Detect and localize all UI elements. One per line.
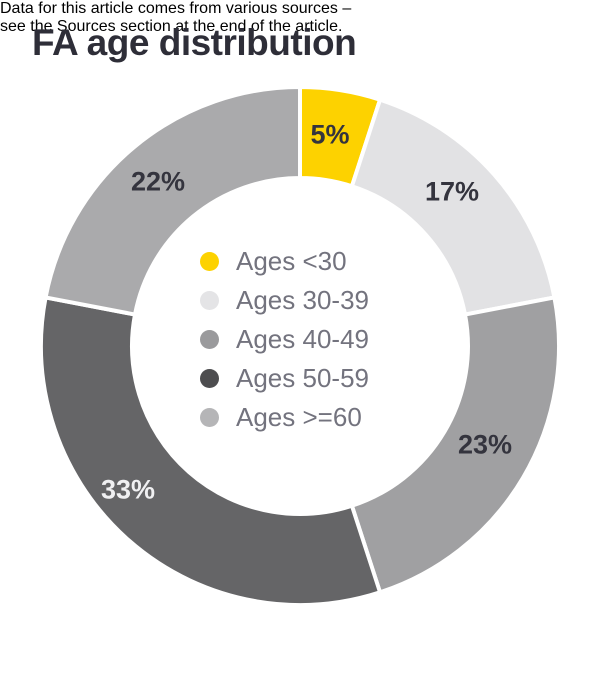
donut-chart: Ages <30 Ages 30-39 Ages 40-49 Ages 50-5… [39,85,561,607]
legend-label: Ages 30-39 [236,285,369,315]
donut-ring [39,85,561,607]
legend-label: Ages 40-49 [236,324,369,354]
footer-line-2: see the Sources section at the end of th… [0,18,343,35]
chart-title: FA age distribution [32,22,357,63]
legend-dot-icon [200,369,219,388]
legend-item-ages-gte60: Ages >=60 [200,398,369,437]
legend-label: Ages >=60 [236,402,362,432]
legend-item-ages-40-49: Ages 40-49 [200,320,369,359]
legend-item-ages-30-39: Ages 30-39 [200,281,369,320]
donut-hole: Ages <30 Ages 30-39 Ages 40-49 Ages 50-5… [132,178,468,514]
segment-percent-label: 23% [457,429,513,460]
legend-dot-icon [200,408,219,427]
legend-label: Ages <30 [236,246,347,276]
legend-dot-icon [200,252,219,271]
legend-dot-icon [200,291,219,310]
legend-dot-icon [200,330,219,349]
segment-percent-label: 5% [310,119,350,150]
footer-line-1: Data for this article comes from various… [0,0,352,17]
segment-percent-label: 33% [100,474,156,505]
legend-item-ages-lt30: Ages <30 [200,242,369,281]
legend-label: Ages 50-59 [236,363,369,393]
legend-item-ages-50-59: Ages 50-59 [200,359,369,398]
segment-percent-label: 22% [130,166,186,197]
legend: Ages <30 Ages 30-39 Ages 40-49 Ages 50-5… [200,242,369,437]
segment-percent-label: 17% [424,176,480,207]
